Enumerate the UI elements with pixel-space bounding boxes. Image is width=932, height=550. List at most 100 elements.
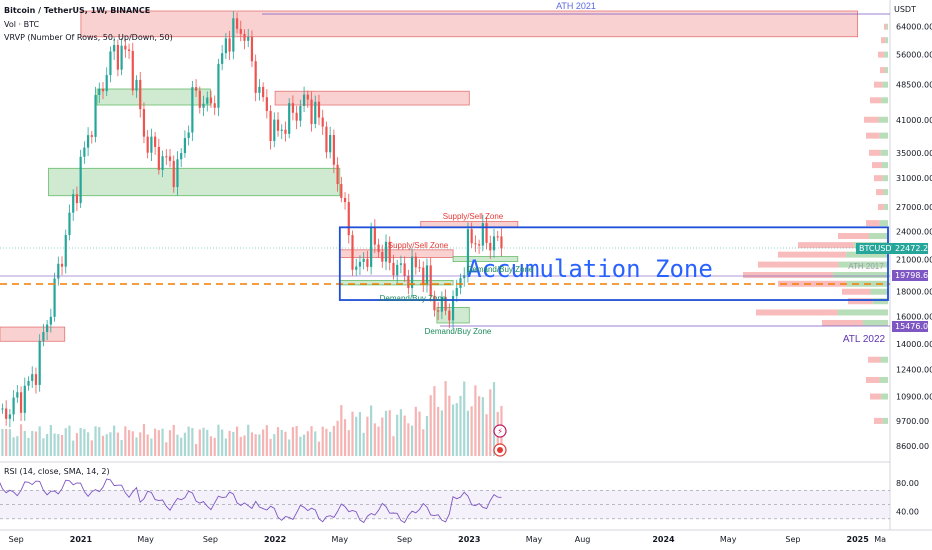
atl-2022-label: ATL 2022 <box>843 334 886 345</box>
candle-body-58 <box>198 90 201 108</box>
candles-layer[interactable] <box>0 11 503 447</box>
candle-body-126 <box>451 296 455 321</box>
price-scale[interactable]: 64000.00 56000.00 48500.00 41000.00 35000.00… <box>896 23 932 517</box>
currency-label[interactable]: USDT <box>894 5 916 14</box>
candle-body-39 <box>127 49 131 51</box>
candle-body-108 <box>384 241 388 262</box>
volume-bar-118 <box>422 429 425 456</box>
volume-bar-47 <box>157 430 160 456</box>
vrvp-legend[interactable]: VRVP (Number Of Rows, 50, Up/Down, 50) <box>4 33 173 42</box>
demand-zone-3 <box>48 167 341 197</box>
candle-body-114 <box>407 275 410 289</box>
vrvp-up-0 <box>886 23 888 30</box>
candle-body-60 <box>206 97 209 104</box>
lightning-icon[interactable] <box>493 424 507 438</box>
volume-legend[interactable]: Vol · BTC <box>4 20 40 29</box>
candle-body-80 <box>280 129 283 131</box>
volume-bar-65 <box>224 438 227 456</box>
current-price-tag: 22472.25 <box>892 243 932 254</box>
rsi-pane[interactable] <box>0 478 890 524</box>
volume-bar-128 <box>459 395 462 456</box>
volume-bar-119 <box>425 416 429 456</box>
volume-bar-80 <box>280 429 283 456</box>
volume-bar-28 <box>86 432 90 456</box>
candle-body-94 <box>332 135 335 165</box>
candle-body-53 <box>180 153 183 160</box>
candle-body-132 <box>474 243 477 245</box>
volume-bar-27 <box>83 428 86 456</box>
volume-bar-7 <box>8 429 11 456</box>
time-axis[interactable]: Sep 2021 May Sep 2022 May Sep 2023 May Aug 2024 May… <box>9 535 886 544</box>
volume-bar-83 <box>291 427 295 456</box>
price-tick-1: 56000.00 <box>896 51 932 60</box>
time-label-5: May <box>332 535 349 544</box>
volume-bar-84 <box>295 426 298 456</box>
volume-bar-42 <box>139 432 142 456</box>
volume-bar-124 <box>444 381 447 456</box>
candle-body-107 <box>381 251 384 262</box>
volume-bar-82 <box>288 439 291 456</box>
price-tick-12: 12400.00 <box>896 366 932 375</box>
candle-body-37 <box>120 45 123 70</box>
vrvp-down-0 <box>884 23 887 30</box>
candle-body-6 <box>5 408 8 419</box>
volume-bar-51 <box>172 424 175 456</box>
supply-zone-label-2: Supply/Sell Zone <box>388 241 449 250</box>
volume-bar-81 <box>284 431 287 456</box>
candle-body-17 <box>46 324 49 332</box>
vrvp-up-11 <box>883 189 888 196</box>
time-label-8: May <box>526 535 543 544</box>
candle-body-91 <box>321 117 324 127</box>
candle-body-75 <box>262 86 265 98</box>
volume-bar-79 <box>276 427 280 456</box>
volume-bar-38 <box>124 426 127 456</box>
symbol-title[interactable]: Bitcoin / TetherUS, 1W, BINANCE <box>4 6 151 15</box>
price-tick-4: 35000.00 <box>896 149 932 158</box>
candle-body-88 <box>310 99 313 124</box>
demand-zone-1 <box>96 88 211 106</box>
vrvp-down-15 <box>798 242 854 249</box>
candle-body-13 <box>31 374 34 381</box>
candle-body-61 <box>209 97 213 104</box>
candle-body-98 <box>347 202 350 236</box>
volume-bar-74 <box>258 434 261 456</box>
time-label-6: Sep <box>397 535 412 544</box>
candle-body-45 <box>150 136 153 153</box>
volume-bar-10 <box>19 424 23 456</box>
volume-bar-21 <box>60 435 64 456</box>
candle-body-46 <box>154 136 157 147</box>
price-tick-10: 16000.00 <box>896 312 932 321</box>
volume-bar-18 <box>49 425 52 456</box>
volume-bar-5 <box>1 428 4 456</box>
vrvp-up-25 <box>879 376 888 383</box>
volume-bar-93 <box>329 431 332 456</box>
demand-zone-label-1: Demand/Buy Zone <box>467 265 534 274</box>
candle-body-14 <box>34 374 38 385</box>
volume-bar-29 <box>90 440 93 456</box>
candle-body-111 <box>396 264 399 276</box>
vrvp-down-24 <box>868 356 881 363</box>
candle-body-129 <box>463 275 466 279</box>
vrvp-down-27 <box>874 417 883 424</box>
volume-bar-60 <box>206 429 209 456</box>
candle-body-28 <box>86 135 90 148</box>
volume-bar-117 <box>418 411 421 456</box>
time-label-11: May <box>720 535 737 544</box>
volume-bar-116 <box>414 406 417 456</box>
volume-bar-31 <box>98 427 101 456</box>
candle-body-5 <box>1 408 4 410</box>
atl-price-tag: 15476.00 <box>892 321 932 332</box>
rsi-legend[interactable]: RSI (14, close, SMA, 14, 2) <box>4 467 110 476</box>
candle-body-119 <box>425 265 429 285</box>
candle-body-70 <box>243 33 246 41</box>
lightning-glyph: ⚡ <box>497 427 503 436</box>
time-label-0: Sep <box>9 535 24 544</box>
volume-bar-125 <box>448 395 451 456</box>
volume-bar-37 <box>120 439 123 456</box>
volume-bar-136 <box>489 389 492 456</box>
candle-body-42 <box>139 79 142 110</box>
time-label-1: 2021 <box>70 535 93 544</box>
candle-body-113 <box>403 263 406 276</box>
